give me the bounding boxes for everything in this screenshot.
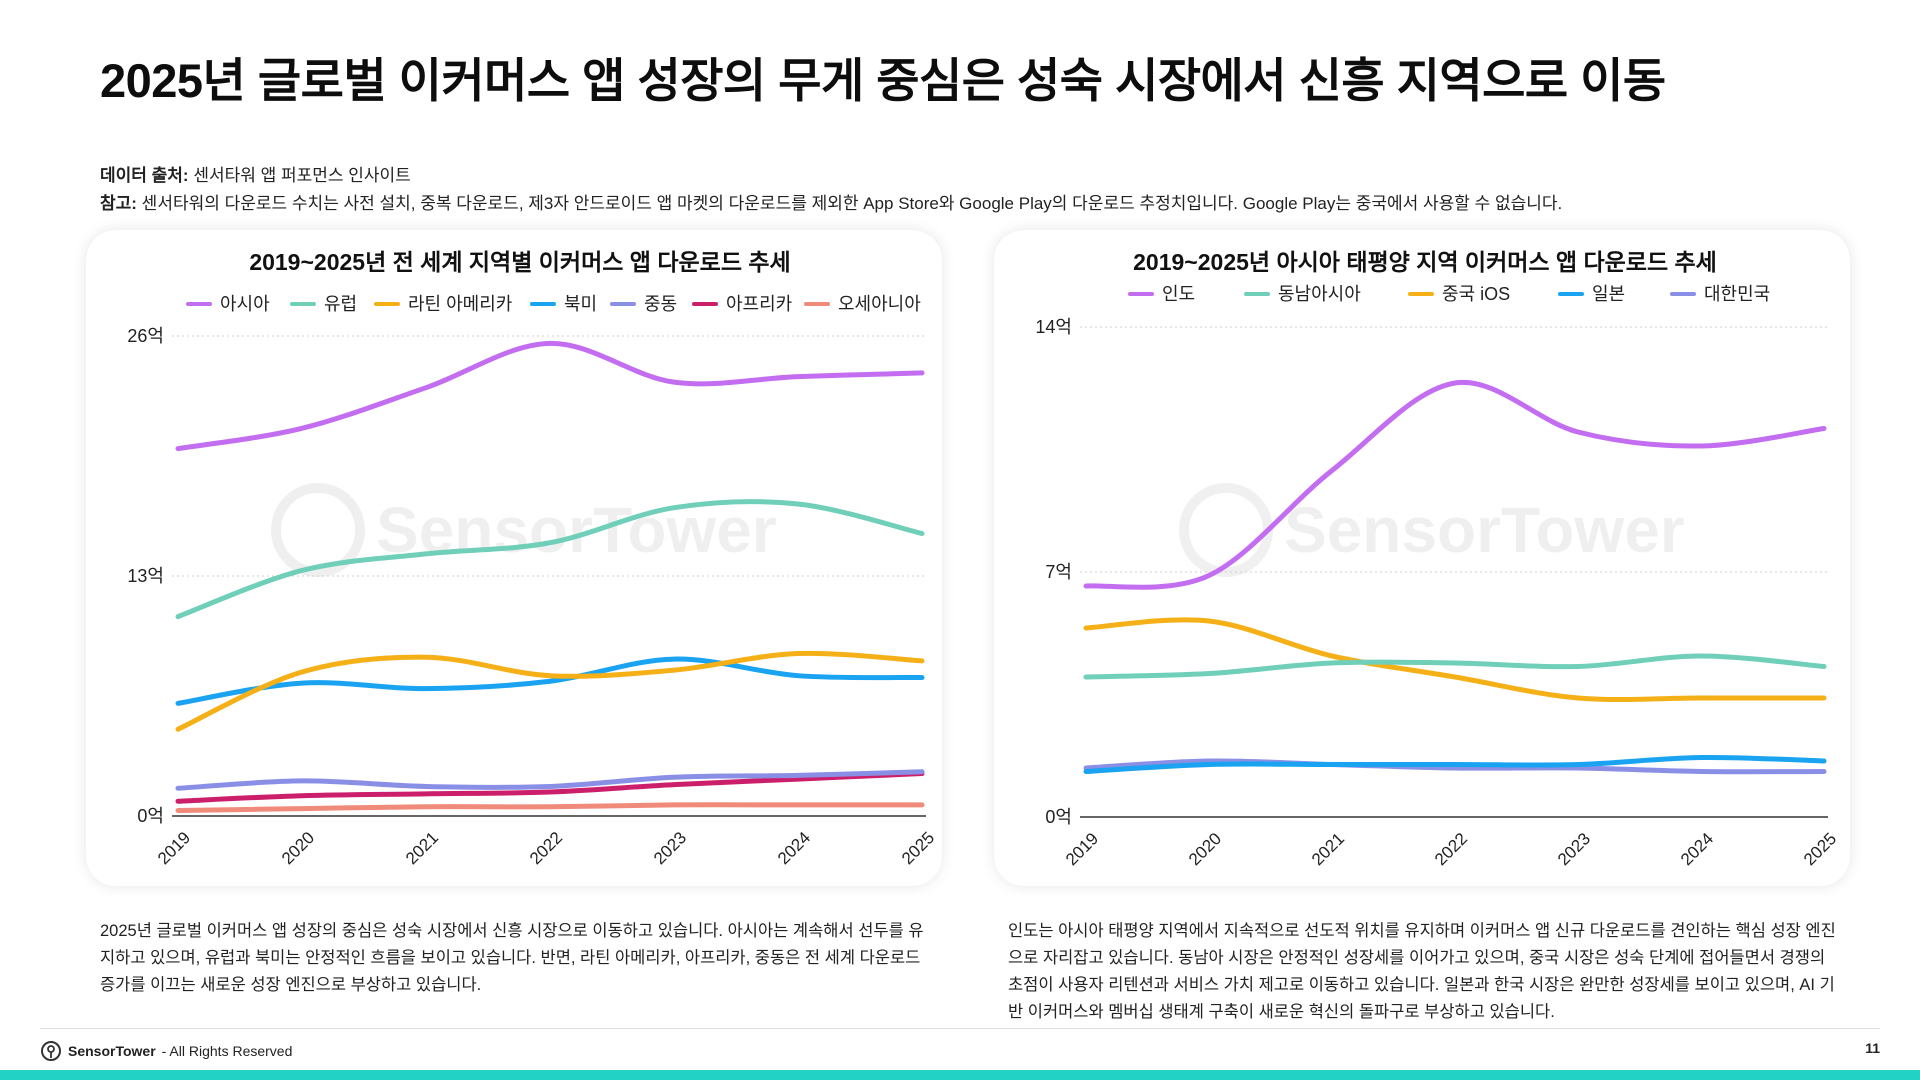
y-tick-label: 14억 — [1035, 317, 1072, 337]
sensortower-logo-icon — [41, 1041, 61, 1061]
legend-label: 북미 — [564, 294, 597, 314]
apac-chart-description: 인도는 아시아 태평양 지역에서 지속적으로 선도적 위치를 유지하며 이커머스… — [1008, 922, 1836, 1021]
x-tick-label: 2021 — [1308, 829, 1348, 869]
note-label: 참고: — [100, 194, 137, 213]
legend-label: 오세아니아 — [838, 294, 921, 314]
x-tick-label: 2025 — [1800, 829, 1840, 869]
legend-item: 라틴 아메리카 — [374, 294, 512, 314]
x-tick-label: 2020 — [1185, 829, 1225, 869]
x-tick-label: 2025 — [898, 828, 938, 868]
legend-item: 아시아 — [186, 294, 270, 314]
legend-label: 동남아시아 — [1278, 284, 1361, 304]
y-tick-label: 0억 — [137, 806, 164, 826]
x-tick-label: 2020 — [278, 828, 318, 868]
x-tick-label: 2019 — [1062, 829, 1102, 869]
y-tick-label: 26억 — [127, 326, 164, 346]
apac-chart-card: SensorTower 2019~2025년 아시아 태평양 지역 이커머스 앱 … — [994, 230, 1850, 886]
series-line — [175, 656, 925, 706]
series-line — [1083, 379, 1827, 590]
watermark-text: SensorTower — [1284, 494, 1685, 566]
chart-title: 2019~2025년 아시아 태평양 지역 이커머스 앱 다운로드 추세 — [1133, 249, 1717, 275]
legend-label: 유럽 — [324, 294, 357, 314]
footer-rights: - All Rights Reserved — [161, 1043, 293, 1059]
y-tick-label: 7억 — [1045, 562, 1072, 582]
series-line — [1083, 617, 1827, 703]
legend-item: 동남아시아 — [1244, 284, 1361, 304]
legend-label: 인도 — [1162, 284, 1195, 304]
legend-label: 대한민국 — [1704, 284, 1770, 304]
source-text: 센서타워 앱 퍼포먼스 인사이트 — [188, 166, 411, 185]
x-tick-label: 2019 — [154, 828, 194, 868]
global-chart-description: 2025년 글로벌 이커머스 앱 성장의 중심은 성숙 시장에서 신흥 시장으로… — [100, 922, 924, 994]
legend-item: 대한민국 — [1670, 284, 1770, 304]
series-line — [1083, 758, 1827, 775]
note-text: 센서타워의 다운로드 수치는 사전 설치, 중복 다운로드, 제3자 안드로이드… — [136, 194, 1563, 213]
y-tick-label: 13억 — [127, 566, 164, 586]
x-tick-label: 2022 — [1431, 829, 1471, 869]
series-line — [175, 771, 925, 804]
x-tick-label: 2024 — [774, 828, 814, 868]
global-chart-card: SensorTower 2019~2025년 전 세계 지역별 이커머스 앱 다운… — [86, 230, 942, 886]
metadata-block: 데이터 출처: 센서타워 앱 퍼포먼스 인사이트 참고: 센서타워의 다운로드 … — [100, 162, 1562, 218]
series-line — [175, 802, 925, 813]
legend-label: 일본 — [1592, 284, 1625, 304]
legend-label: 중동 — [644, 294, 677, 314]
note-line: 참고: 센서타워의 다운로드 수치는 사전 설치, 중복 다운로드, 제3자 안… — [100, 190, 1562, 218]
watermark-logo-icon — [271, 483, 365, 577]
footer: SensorTower - All Rights Reserved — [40, 1040, 292, 1062]
legend-item: 중동 — [610, 294, 677, 314]
legend-item: 일본 — [1558, 284, 1625, 304]
series-line — [1083, 653, 1827, 680]
page-title: 2025년 글로벌 이커머스 앱 성장의 무게 중심은 성숙 시장에서 신흥 지… — [100, 54, 1666, 107]
accent-bar — [0, 1070, 1920, 1080]
legend-label: 라틴 아메리카 — [408, 294, 512, 314]
legend-item: 유럽 — [290, 294, 357, 314]
chart-title: 2019~2025년 전 세계 지역별 이커머스 앱 다운로드 추세 — [249, 249, 790, 275]
series-line — [175, 340, 925, 452]
page-number: 11 — [1865, 1040, 1880, 1056]
series-line — [175, 650, 925, 732]
series-line — [175, 769, 925, 791]
source-label: 데이터 출처: — [100, 166, 189, 185]
apac-line-chart: SensorTower 2019~2025년 아시아 태평양 지역 이커머스 앱 … — [1035, 249, 1840, 869]
x-tick-label: 2021 — [402, 828, 442, 868]
legend-item: 아프리카 — [692, 294, 792, 314]
legend-item: 중국 iOS — [1408, 284, 1510, 304]
x-tick-label: 2023 — [1554, 829, 1594, 869]
series-line — [1083, 754, 1827, 774]
series-line — [175, 499, 925, 620]
source-line: 데이터 출처: 센서타워 앱 퍼포먼스 인사이트 — [100, 162, 1562, 190]
legend-item: 북미 — [530, 294, 597, 314]
footer-brand: SensorTower — [68, 1043, 156, 1059]
legend-item: 인도 — [1128, 284, 1195, 304]
footer-divider — [40, 1028, 1880, 1029]
x-tick-label: 2024 — [1677, 829, 1717, 869]
y-tick-label: 0억 — [1045, 807, 1072, 827]
watermark-logo-icon — [1179, 483, 1273, 577]
watermark: SensorTower — [1179, 483, 1685, 577]
legend-label: 중국 iOS — [1442, 284, 1510, 304]
x-tick-label: 2023 — [650, 828, 690, 868]
x-tick-label: 2022 — [526, 828, 566, 868]
legend-label: 아프리카 — [726, 294, 792, 314]
legend-label: 아시아 — [220, 294, 270, 314]
legend-item: 오세아니아 — [804, 294, 921, 314]
